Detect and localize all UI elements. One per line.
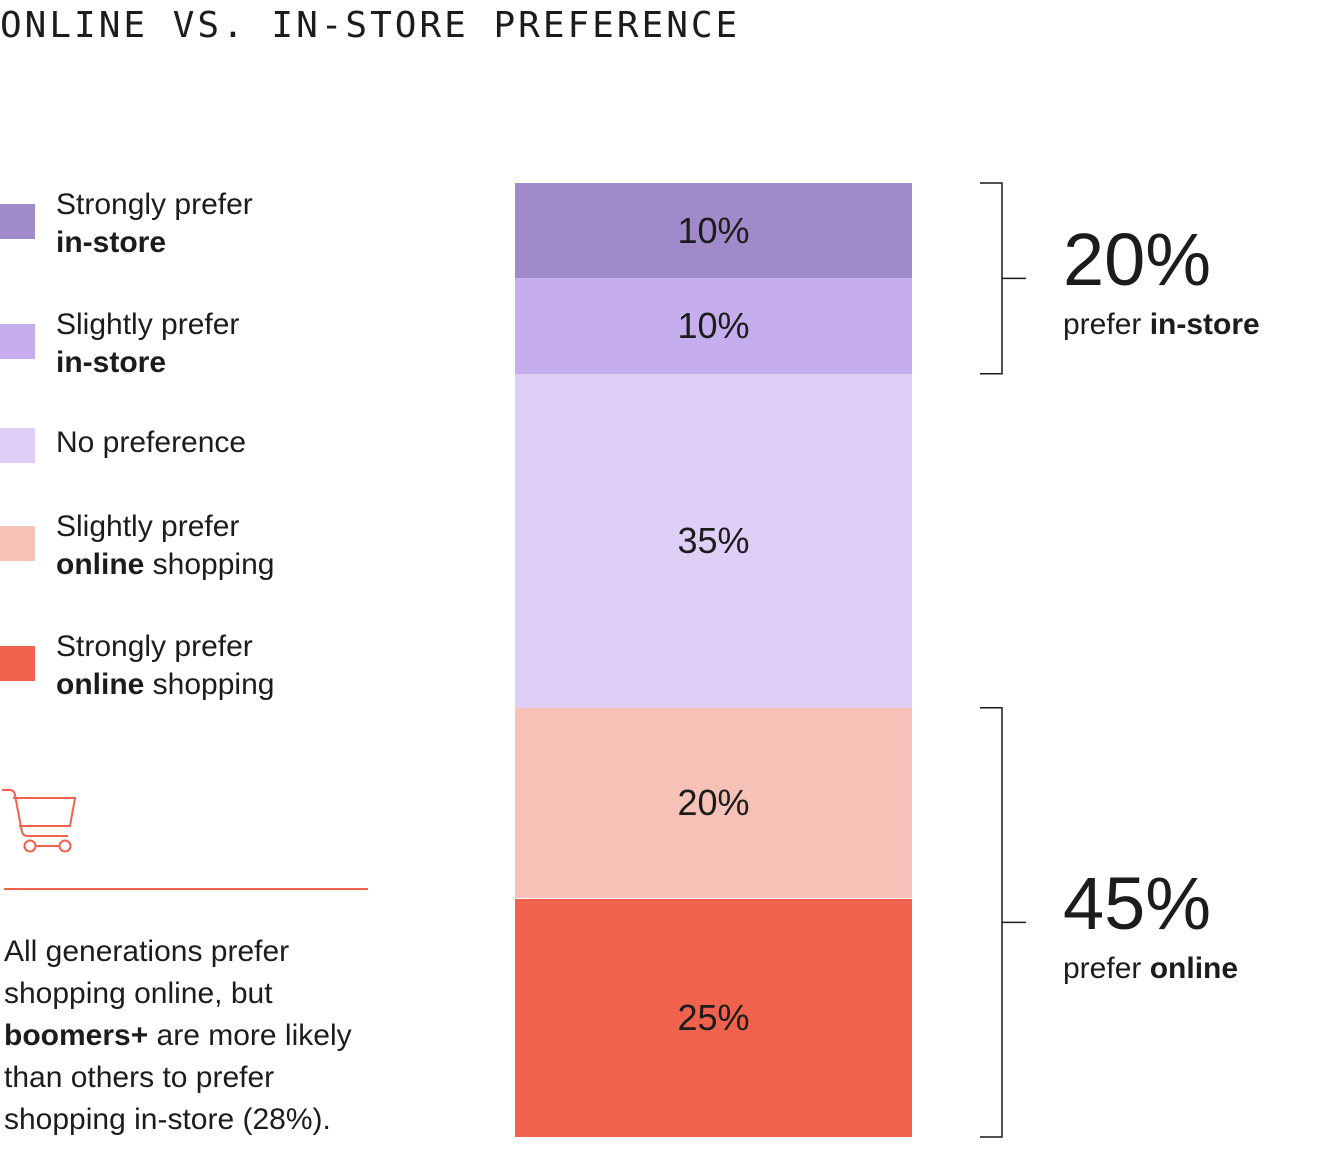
bar-segment: 10% — [515, 278, 912, 374]
divider — [4, 888, 368, 890]
total-value: 20% — [1063, 218, 1212, 302]
legend-swatch — [0, 526, 35, 561]
segment-value-label: 35% — [677, 519, 750, 561]
total-value: 45% — [1063, 862, 1212, 946]
legend: Strongly prefer in-store Slightly prefer in… — [0, 0, 420, 760]
total-callout: 45% prefer online — [1063, 864, 1238, 988]
segment-value-label: 10% — [677, 209, 750, 251]
legend-swatch — [0, 324, 35, 359]
legend-swatch — [0, 428, 35, 463]
total-caption: prefer in-store — [1063, 308, 1260, 342]
total-bracket — [980, 706, 1026, 1138]
segment-value-label: 20% — [677, 782, 750, 824]
legend-label: Slightly prefer online shopping — [56, 508, 274, 584]
legend-swatch — [0, 204, 35, 239]
total-caption: prefer online — [1063, 952, 1239, 986]
legend-label-line: Slightly prefer — [56, 510, 240, 543]
legend-swatch — [0, 646, 35, 681]
legend-label: Strongly prefer online shopping — [56, 628, 274, 704]
legend-label: No preference — [56, 424, 246, 462]
legend-label-line: in-store — [56, 226, 167, 259]
insight-note: All generations prefer shopping online, … — [4, 935, 352, 1136]
legend-label-line: online shopping — [56, 548, 275, 581]
segment-value-label: 10% — [677, 305, 750, 347]
legend-label-line: No preference — [56, 426, 247, 459]
segment-value-label: 25% — [677, 996, 750, 1038]
legend-label-line: in-store — [56, 346, 167, 379]
chart-title: ONLINE VS. IN-STORE PREFERENCE — [0, 5, 741, 46]
legend-label-line: online shopping — [56, 668, 275, 701]
legend-label: Slightly prefer in-store — [56, 306, 239, 382]
bar-segment: 20% — [515, 707, 912, 899]
total-callout: 20% prefer in-store — [1063, 220, 1260, 344]
shopping-cart-icon — [2, 789, 77, 853]
bar-segment: 10% — [515, 183, 912, 279]
bar-segment: 25% — [515, 898, 912, 1137]
legend-label-line: Strongly prefer — [56, 188, 253, 221]
stacked-bar: 10% 10% 35% 20% 25% — [515, 183, 912, 1137]
legend-label: Strongly prefer in-store — [56, 186, 253, 262]
bar-segment: 35% — [515, 373, 912, 708]
total-brackets — [980, 182, 1026, 1138]
legend-label-line: Strongly prefer — [56, 630, 253, 663]
legend-label-line: Slightly prefer — [56, 308, 240, 341]
total-bracket — [980, 182, 1026, 375]
